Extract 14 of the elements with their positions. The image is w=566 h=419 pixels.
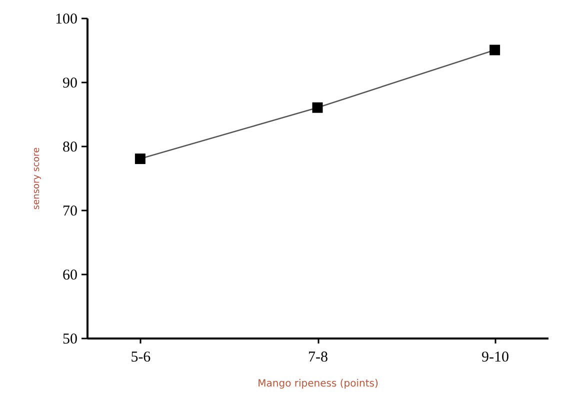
y-tick-label: 100 (55, 12, 78, 28)
y-tick-label: 60 (62, 268, 78, 284)
x-tick-label: 7-8 (308, 350, 328, 366)
point (134, 154, 146, 164)
x-tick-label: 9-10 (482, 350, 510, 366)
y-axis-title: sensory score (32, 146, 42, 210)
y-tick-label: 70 (62, 204, 78, 220)
x-tick-label: 5-6 (130, 350, 152, 366)
y-tick-label: 90 (62, 76, 78, 92)
x-axis-title: Mango ripeness (points) (258, 378, 378, 390)
y-tick-label: 80 (62, 140, 78, 156)
point (490, 44, 500, 56)
point (312, 102, 323, 113)
y-tick-label: 50 (62, 332, 78, 348)
